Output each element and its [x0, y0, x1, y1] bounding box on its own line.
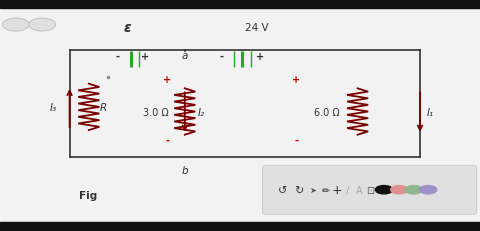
Text: A: A: [356, 185, 362, 195]
FancyBboxPatch shape: [263, 166, 477, 214]
Text: -: -: [294, 135, 298, 145]
Text: I₃: I₃: [50, 102, 57, 112]
Circle shape: [29, 19, 56, 32]
Text: ✏: ✏: [322, 185, 329, 195]
Text: -: -: [165, 135, 169, 145]
Text: +: +: [332, 183, 342, 196]
Text: -: -: [220, 52, 224, 62]
Bar: [0, 0, 480, 9]
Circle shape: [405, 186, 422, 194]
Text: I₁: I₁: [427, 107, 433, 117]
Text: +: +: [292, 75, 300, 85]
Text: ↺: ↺: [277, 185, 287, 195]
Text: Fig: Fig: [79, 190, 97, 200]
Circle shape: [391, 186, 408, 194]
Circle shape: [2, 19, 29, 32]
Text: 3.0 Ω: 3.0 Ω: [143, 107, 169, 117]
Text: 6.0 Ω: 6.0 Ω: [314, 107, 340, 117]
Text: 24 V: 24 V: [245, 23, 269, 33]
Text: b: b: [181, 165, 188, 175]
Text: ε: ε: [123, 21, 131, 35]
Text: a: a: [181, 50, 188, 61]
Text: /: /: [347, 185, 349, 195]
Text: ⊡: ⊡: [367, 185, 374, 195]
Text: +: +: [256, 52, 264, 62]
Text: -: -: [116, 52, 120, 62]
Text: ➤: ➤: [310, 185, 316, 194]
Text: ↻: ↻: [294, 185, 303, 195]
Text: +: +: [163, 75, 171, 85]
Circle shape: [375, 186, 393, 194]
Text: R: R: [99, 102, 107, 112]
Circle shape: [420, 186, 437, 194]
Bar: [0, 222, 480, 231]
Text: I₂: I₂: [198, 107, 205, 117]
Text: +: +: [141, 52, 149, 62]
